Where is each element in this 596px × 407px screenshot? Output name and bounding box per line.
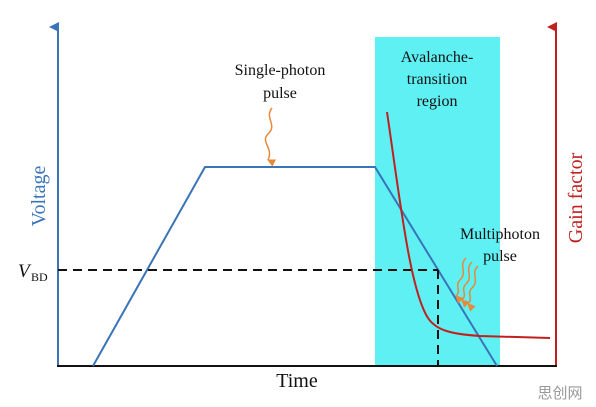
time-label: Time	[276, 370, 318, 392]
annotation-line: pulse	[483, 248, 517, 265]
gain-label: Gain factor	[565, 152, 587, 243]
multiphoton-arrow	[467, 265, 479, 312]
annotation-line: Single-photon	[235, 62, 326, 79]
multiphoton-arrow	[461, 261, 473, 308]
vbd-symbol: V	[18, 261, 32, 282]
watermark: 思创网	[537, 384, 582, 402]
gain-curve	[386, 111, 551, 339]
voltage-label: Voltage	[28, 166, 50, 227]
annotation-line: region	[417, 93, 458, 110]
annotation-line: Avalanche-	[401, 49, 474, 66]
pulse-trace	[92, 166, 498, 367]
vbd-subscript: BD	[31, 270, 48, 284]
annotation-line: transition	[407, 71, 467, 88]
annotation-line: Multiphoton	[460, 226, 540, 243]
annotation-line: pulse	[263, 85, 297, 102]
single-photon-arrow	[264, 107, 277, 167]
multiphoton-arrow	[455, 257, 467, 304]
